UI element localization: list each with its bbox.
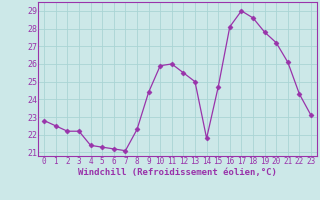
X-axis label: Windchill (Refroidissement éolien,°C): Windchill (Refroidissement éolien,°C) bbox=[78, 168, 277, 177]
